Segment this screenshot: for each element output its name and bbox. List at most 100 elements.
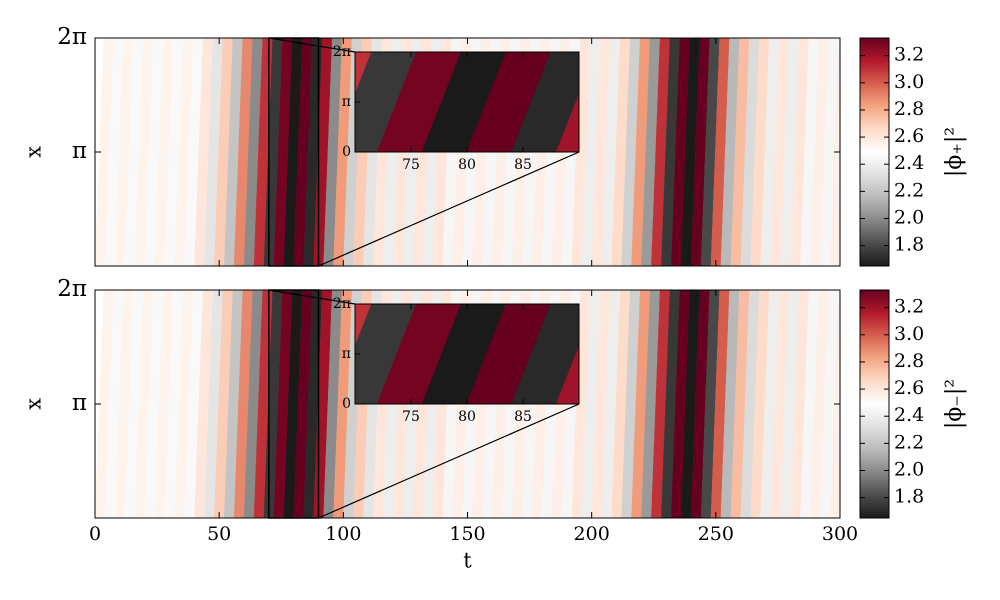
colorbar-tick-label: 3.0 (894, 71, 924, 93)
stripe (591, 290, 611, 518)
stripe (124, 290, 144, 518)
stripe (224, 38, 243, 266)
stripe (154, 290, 174, 518)
stripe (134, 38, 154, 266)
colorbar-tick-label: 1.8 (894, 234, 924, 256)
stripe (720, 290, 740, 518)
stripe (376, 304, 462, 404)
colorbar (859, 289, 890, 519)
stripe (601, 290, 621, 518)
stripe (18, 52, 103, 152)
stripe (174, 290, 194, 518)
stripe (810, 38, 829, 266)
stripe (303, 290, 323, 518)
stripe (164, 290, 184, 518)
stripe (243, 290, 263, 518)
inset-y-tick-label: 2π (333, 44, 351, 60)
stripe (820, 38, 839, 266)
stripe (800, 38, 820, 266)
x-tick-label: 200 (574, 523, 610, 545)
colorbar-label: |ϕ₊|² (942, 127, 967, 177)
stripe (790, 290, 810, 518)
inset-heatmap (18, 304, 579, 404)
stripe (581, 38, 601, 266)
inset-x-tick-label: 75 (402, 157, 420, 173)
stripe (323, 38, 343, 266)
stripe (154, 38, 174, 266)
stripe (641, 290, 661, 518)
stripe (631, 38, 651, 266)
stripe (690, 290, 710, 518)
stripe (224, 290, 243, 518)
stripe (661, 38, 680, 266)
stripe (355, 304, 418, 404)
stripe (18, 304, 103, 404)
inset-heatmap (0, 52, 579, 152)
colorbar-tick-label: 2.4 (894, 152, 924, 174)
colorbar-tick-label: 1.8 (894, 486, 924, 508)
stripe (243, 38, 263, 266)
stripe (556, 345, 579, 404)
stripe (355, 52, 418, 152)
stripe (611, 38, 631, 266)
stripe (770, 290, 790, 518)
stripe (233, 38, 253, 266)
colorbar-label: |ϕ₋|² (942, 379, 967, 429)
stripe (194, 290, 214, 518)
stripe (95, 290, 114, 518)
stripe (556, 93, 579, 152)
stripe (750, 38, 770, 266)
y-tick-label: π (72, 138, 87, 164)
zoom-connector (268, 289, 356, 305)
stripe (293, 290, 313, 518)
stripe (800, 290, 820, 518)
stripe (601, 38, 621, 266)
colorbar-tick-label: 2.4 (894, 404, 924, 426)
inset-y-tick-label: 0 (342, 396, 351, 412)
stripe (700, 38, 720, 266)
stripe (421, 304, 507, 404)
stripe (466, 304, 552, 404)
y-tick-label: π (72, 390, 87, 416)
stripe (283, 38, 303, 266)
stripe (651, 38, 671, 266)
colorbar-tick-label: 2.6 (894, 377, 924, 399)
zoom-connector (318, 403, 580, 519)
stripe (720, 38, 740, 266)
x-tick-label: 0 (89, 523, 101, 545)
stripe (631, 290, 651, 518)
inset-x-tick-label: 75 (402, 409, 420, 425)
x-tick-label: 50 (207, 523, 231, 545)
inset-y-tick-label: π (342, 94, 351, 110)
stripe (421, 52, 507, 152)
stripe (184, 38, 204, 266)
y-axis-label: x (22, 146, 46, 158)
stripe (253, 38, 273, 266)
stripe (204, 290, 224, 518)
stripe (194, 38, 214, 266)
inset-x-tick-label: 80 (458, 157, 476, 173)
stripe (810, 290, 829, 518)
inset-x-tick-label: 85 (514, 409, 532, 425)
stripe (730, 290, 750, 518)
zoom-connector (318, 151, 580, 267)
colorbar (859, 37, 890, 267)
stripe (124, 38, 144, 266)
x-tick-label: 150 (449, 523, 485, 545)
stripe (0, 52, 14, 152)
colorbar-tick-label: 2.6 (894, 125, 924, 147)
x-axis-label: t (463, 549, 472, 573)
colorbar-tick-label: 2.2 (894, 179, 924, 201)
stripe (323, 290, 343, 518)
colorbar-tick-label: 2.8 (894, 350, 924, 372)
stripe (293, 38, 313, 266)
stripe (466, 52, 552, 152)
colorbar-tick-label: 3.2 (894, 296, 924, 318)
stripe (760, 290, 780, 518)
stripe (571, 38, 591, 266)
stripe (204, 38, 224, 266)
stripe (671, 290, 690, 518)
colorbar-tick-label: 2.0 (894, 459, 924, 481)
stripe (571, 290, 591, 518)
